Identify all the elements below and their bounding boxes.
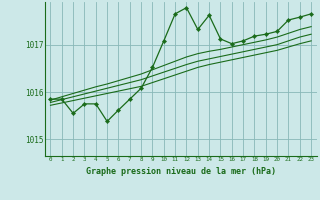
X-axis label: Graphe pression niveau de la mer (hPa): Graphe pression niveau de la mer (hPa) <box>86 167 276 176</box>
